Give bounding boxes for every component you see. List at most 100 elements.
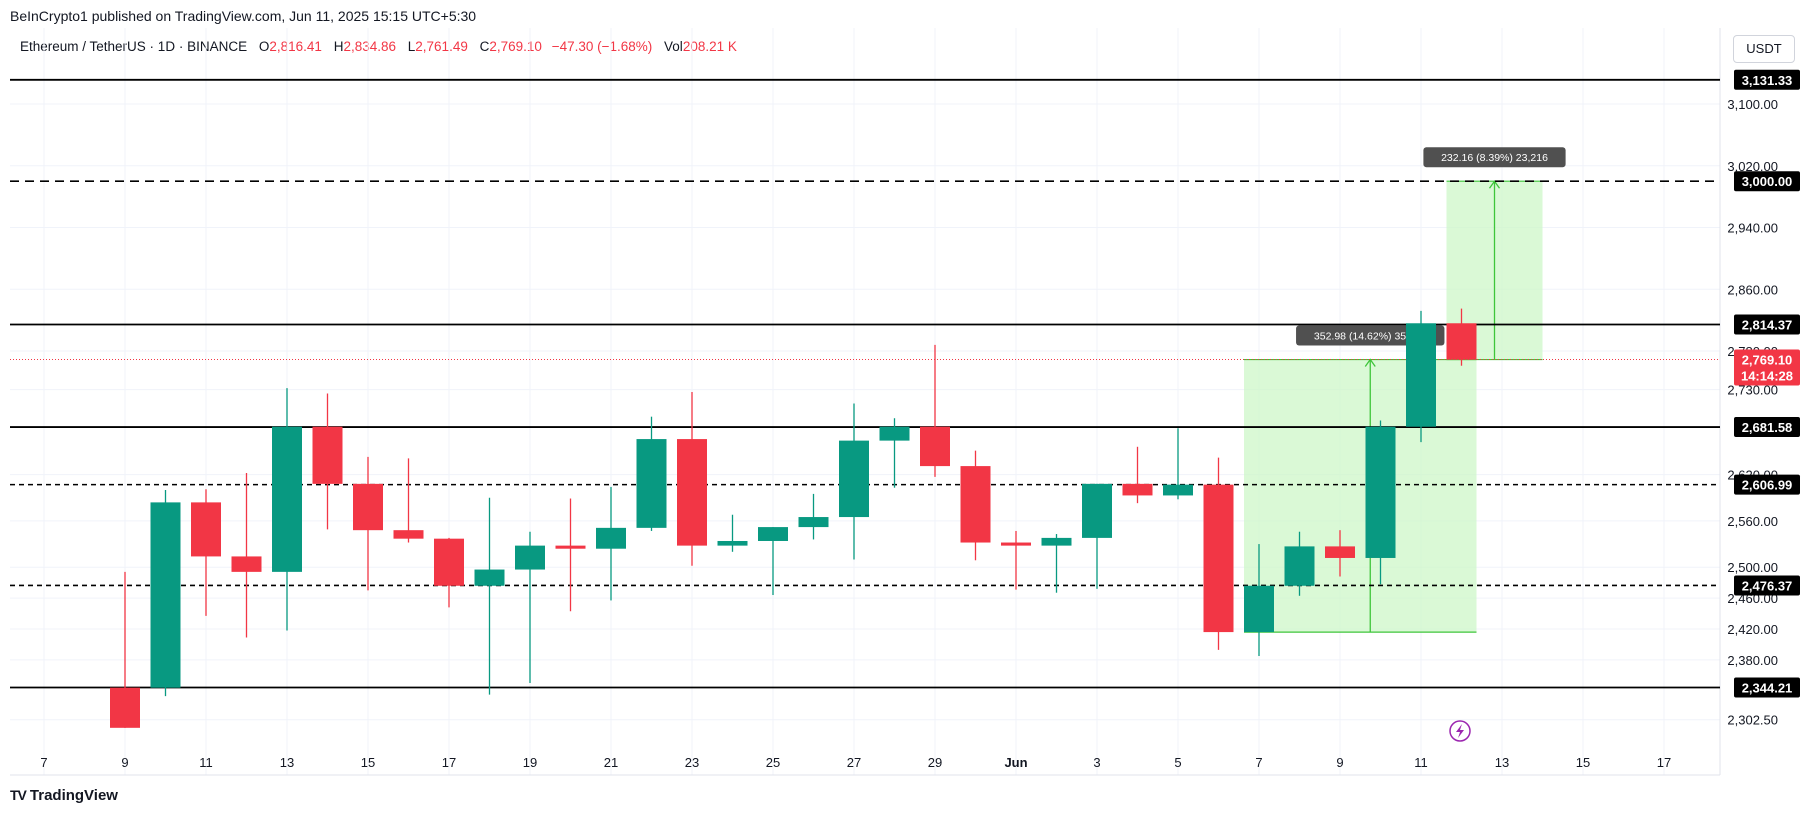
candle-body (1082, 483, 1112, 538)
measure-arrow-head (1488, 180, 1501, 189)
candle (515, 531, 545, 684)
measure-label: 352.98 (14.62%) 35,298 (1314, 331, 1427, 343)
price-axis[interactable]: 2,302.502,380.002,420.002,460.002,500.00… (1727, 97, 1778, 728)
date-tick-label: 13 (1495, 755, 1509, 770)
candle-body (1122, 483, 1153, 496)
candle-body (150, 502, 181, 688)
candle-body (960, 466, 991, 543)
candle-body (231, 556, 262, 572)
date-tick-label: 17 (442, 755, 456, 770)
level-price-tag (1734, 314, 1800, 335)
candle-body (474, 569, 505, 586)
date-tick-label: 25 (766, 755, 780, 770)
measure-label: 232.16 (8.39%) 23,216 (1441, 152, 1548, 164)
candle-body (1284, 546, 1315, 586)
date-tick-label: 15 (1576, 755, 1590, 770)
candle (717, 514, 748, 552)
currency-button[interactable]: USDT (1733, 35, 1795, 63)
volume-value: 208.21 K (682, 39, 737, 54)
candles (110, 308, 1477, 728)
date-tick-label: 21 (604, 755, 618, 770)
candle (1041, 534, 1072, 593)
candle-body (1244, 585, 1274, 633)
level-price-tag (1734, 575, 1800, 596)
lightning-icon (1456, 724, 1464, 738)
time-axis[interactable]: 7 9 11 13 15 17 19 21 23 25 27 29 Jun 3 5 7 9 11 13 15 17 (40, 755, 1671, 770)
price-tick-label: 2,860.00 (1727, 282, 1778, 297)
low-label: L (407, 39, 416, 54)
tradingview-mark-icon: TV (10, 787, 27, 803)
high-label: H (333, 39, 344, 54)
last-price-tag (1734, 349, 1800, 386)
candle (1365, 420, 1396, 585)
candle-body (393, 530, 424, 539)
publisher-line: BeInCrypto1 published on TradingView.com… (10, 8, 477, 24)
level-price-tag (1734, 171, 1800, 192)
measure-arrow-head (1364, 358, 1376, 367)
price-tick-label: 2,420.00 (1727, 622, 1778, 637)
candle (474, 497, 505, 695)
price-tick-label: 2,380.00 (1727, 653, 1778, 668)
candle (920, 344, 950, 477)
date-tick-label: 19 (523, 755, 537, 770)
date-tick-label: 9 (121, 755, 128, 770)
date-tick-label: 3 (1093, 755, 1100, 770)
level-price-tag (1734, 417, 1800, 438)
candle-body (434, 538, 464, 586)
candle (1122, 446, 1153, 504)
price-tick-label: 3,100.00 (1727, 97, 1778, 112)
measure-label-box (1423, 147, 1566, 168)
close-value: 2,769.10 (489, 39, 542, 54)
candle (596, 486, 626, 601)
open-label: O (258, 39, 270, 54)
date-tick-label: 23 (685, 755, 699, 770)
symbol-name[interactable]: Ethereum / TetherUS · 1D · BINANCE (20, 39, 248, 54)
event-icon[interactable] (1449, 720, 1471, 742)
candle-body (717, 540, 748, 546)
date-tick-label: 29 (928, 755, 942, 770)
date-tick-label: 11 (1414, 755, 1428, 770)
candle (434, 537, 464, 608)
candle-body (1163, 484, 1193, 496)
candle-body (879, 426, 910, 441)
candle-body (272, 426, 302, 572)
price-tick-label: 2,730.00 (1727, 383, 1778, 398)
tradingview-logo[interactable]: TV TradingView (10, 787, 118, 804)
candle-body (1365, 426, 1396, 558)
candle-body (839, 440, 869, 518)
candle (393, 458, 424, 543)
level-price-label: 2,606.99 (1742, 478, 1793, 493)
last-price-label: 2,769.10 (1742, 352, 1793, 367)
candle-body (636, 439, 667, 528)
candle-body (1406, 323, 1436, 427)
candle-countdown-label: 14:14:28 (1741, 368, 1793, 383)
candle (758, 527, 788, 596)
level-price-tag (1734, 474, 1800, 495)
candle-body (191, 502, 221, 557)
candle-body (1446, 323, 1477, 360)
candle (272, 388, 302, 631)
candle (636, 416, 667, 531)
level-price-tag (1734, 677, 1800, 698)
candle (677, 391, 707, 566)
candle (150, 490, 181, 697)
candle-body (1041, 537, 1072, 546)
event-circle-icon[interactable] (1449, 720, 1471, 742)
date-tick-label: 17 (1657, 755, 1671, 770)
candle-body (1325, 546, 1355, 558)
level-price-label: 3,131.33 (1742, 73, 1793, 88)
open-value: 2,816.41 (269, 39, 322, 54)
candle (191, 489, 221, 616)
level-labels: 3,131.33 3,000.00 2,814.37 2,681.58 2,606.99… (1734, 69, 1800, 698)
measurement-tools[interactable]: 352.98 (14.62%) 35,298 232.16 (8.39%) 23,… (1244, 147, 1566, 633)
price-tick-label: 3,020.00 (1727, 159, 1778, 174)
candle-body (758, 527, 788, 541)
candle (1082, 483, 1112, 589)
date-tick-label: 27 (847, 755, 861, 770)
date-tick-label: 5 (1174, 755, 1181, 770)
candle-body (798, 517, 829, 528)
candle (879, 418, 910, 488)
measure-range-box[interactable] (1244, 359, 1477, 633)
level-price-label: 2,476.37 (1742, 578, 1793, 593)
